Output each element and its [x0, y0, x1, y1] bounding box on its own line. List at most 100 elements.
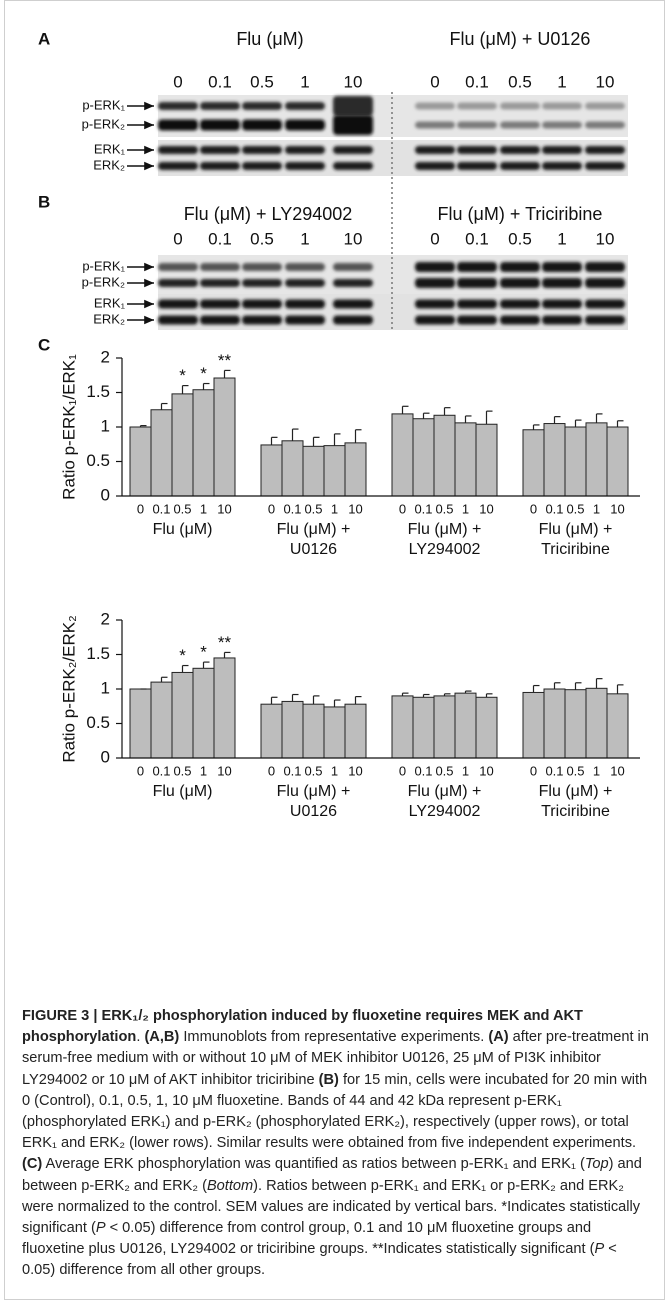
group-label: Triciribine: [541, 541, 610, 558]
bar: [586, 688, 607, 758]
significance-mark: *: [200, 364, 207, 383]
group-label: Flu (μM) +: [277, 521, 351, 538]
bar: [130, 427, 151, 496]
blot-band: [542, 122, 582, 129]
x-tick-label: 0: [137, 763, 144, 778]
blot-band: [585, 262, 625, 272]
caption-run: (A,B): [144, 1029, 179, 1045]
lane-label: 0: [173, 229, 182, 248]
lane-label: 1: [557, 72, 566, 91]
row-label: p-ERK₂: [82, 116, 125, 131]
blot-band: [457, 146, 497, 154]
blot-band: [542, 103, 582, 110]
blot-band: [500, 103, 540, 110]
blot-band: [457, 122, 497, 129]
x-tick-label: 0.1: [283, 501, 301, 516]
bar: [214, 378, 235, 496]
x-tick-label: 0.5: [304, 501, 322, 516]
bar: [607, 427, 628, 496]
blot-band: [415, 122, 455, 129]
bar: [172, 394, 193, 496]
lane-label: 0.1: [208, 72, 232, 91]
group-label: Flu (μM) +: [408, 783, 482, 800]
x-tick-label: 10: [217, 501, 231, 516]
y-tick-label: 0: [101, 485, 110, 504]
blot-band: [285, 120, 325, 131]
significance-mark: *: [179, 366, 186, 385]
lane-label: 10: [596, 72, 615, 91]
group-label: Flu (μM) +: [408, 521, 482, 538]
bar: [261, 704, 282, 758]
blot-band: [333, 316, 373, 325]
group-label: Flu (μM): [153, 783, 213, 800]
blot-band: [457, 316, 497, 325]
bar: [434, 696, 455, 758]
lane-label: 1: [300, 229, 309, 248]
blot-band: [415, 162, 455, 170]
blot-band: [542, 146, 582, 154]
group-label: LY294002: [409, 803, 481, 820]
x-tick-label: 1: [200, 763, 207, 778]
blot-band: [500, 162, 540, 170]
blot-band: [500, 278, 540, 288]
bar: [282, 441, 303, 496]
x-tick-label: 0: [530, 763, 537, 778]
significance-mark: **: [218, 633, 232, 652]
panel-label: A: [38, 29, 50, 48]
blot-band: [333, 96, 373, 116]
group-label: LY294002: [409, 541, 481, 558]
x-tick-label: 0.5: [435, 501, 453, 516]
panel-header: Flu (μM) + Triciribine: [438, 204, 603, 224]
x-tick-label: 1: [331, 763, 338, 778]
caption: FIGURE 3 | ERK₁/₂ phosphorylation induce…: [22, 1006, 650, 1282]
lane-label: 10: [344, 229, 363, 248]
bar: [455, 693, 476, 758]
y-tick-label: 0: [101, 747, 110, 766]
group-label: U0126: [290, 803, 337, 820]
x-tick-label: 0.1: [414, 763, 432, 778]
blot-band: [333, 162, 373, 170]
bar: [345, 443, 366, 496]
blot-band: [200, 300, 240, 309]
blot-band: [585, 300, 625, 309]
x-tick-label: 0: [399, 501, 406, 516]
x-tick-label: 10: [348, 501, 362, 516]
bar: [392, 696, 413, 758]
bar: [476, 424, 497, 496]
x-tick-label: 0: [399, 763, 406, 778]
blot-band: [415, 316, 455, 325]
blot-band: [333, 115, 373, 135]
blot-band: [285, 162, 325, 170]
bar: [193, 390, 214, 496]
group-label: U0126: [290, 541, 337, 558]
blot-band: [242, 146, 282, 154]
figure: AFlu (μM)Flu (μM) + U012600.10.511000.10…: [0, 0, 671, 1304]
lane-label: 0: [430, 229, 439, 248]
y-tick-label: 1: [101, 678, 110, 697]
blot-band: [585, 103, 625, 110]
blot-band: [200, 279, 240, 287]
blot-band: [242, 102, 282, 110]
blot-band: [200, 146, 240, 154]
x-tick-label: 0.5: [566, 501, 584, 516]
group-label: Triciribine: [541, 803, 610, 820]
y-tick-label: 1: [101, 416, 110, 435]
bar: [303, 704, 324, 758]
blot-band: [500, 146, 540, 154]
blot-band: [200, 120, 240, 131]
lane-label: 10: [344, 72, 363, 91]
x-tick-label: 0.5: [173, 763, 191, 778]
panel-label: C: [38, 335, 50, 354]
group-label: Flu (μM) +: [539, 521, 613, 538]
bar: [324, 446, 345, 496]
y-tick-label: 1.5: [86, 644, 110, 663]
y-tick-label: 1.5: [86, 382, 110, 401]
x-tick-label: 1: [331, 501, 338, 516]
blot-band: [285, 316, 325, 325]
bar: [151, 410, 172, 496]
blot-band: [285, 263, 325, 271]
row-label: p-ERK₂: [82, 274, 125, 289]
bar: [565, 690, 586, 758]
blot-band: [500, 316, 540, 325]
blot-band: [242, 316, 282, 325]
